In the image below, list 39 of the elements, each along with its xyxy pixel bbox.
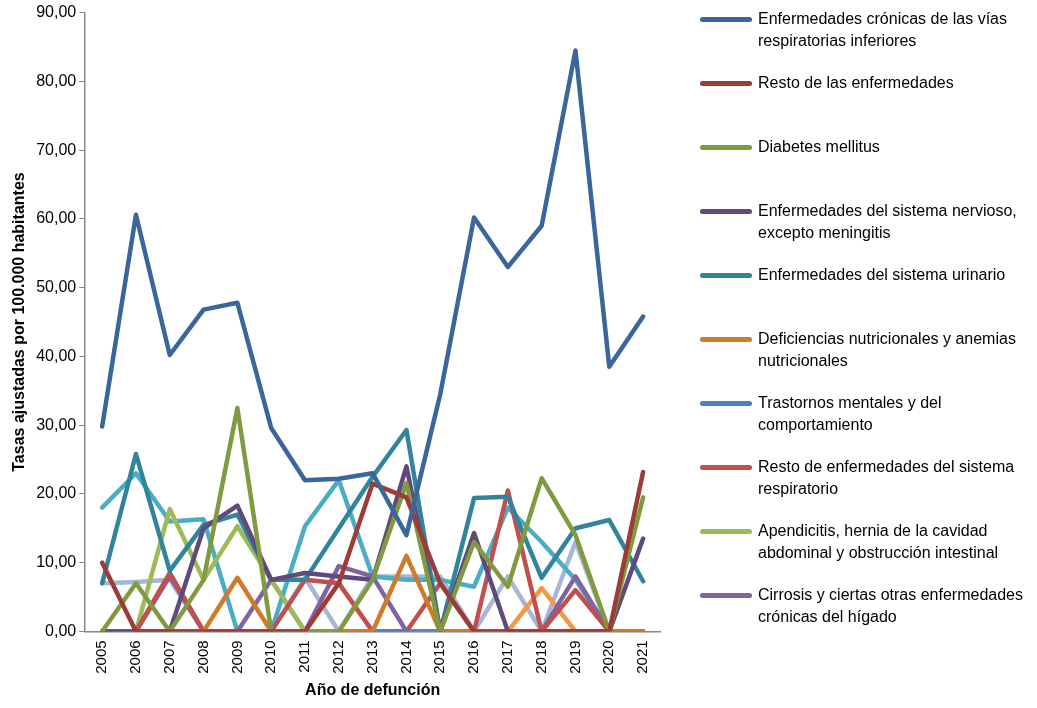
legend-label: Enfermedades del sistema urinario	[758, 265, 1006, 285]
y-tick-label: 40,00	[36, 346, 77, 364]
legend-label: Enfermedades crónicas de las vías respiratorias inferiores	[758, 9, 1008, 51]
y-tick-label: 70,00	[36, 140, 77, 158]
y-axis-title: Tasas ajustadas por 100.000 habitantes	[10, 172, 28, 472]
legend-label: Apendicitis, hernia de la cavidad abdominal y obstrucción intestinal	[758, 521, 1000, 563]
x-tick-label: 2014	[396, 640, 414, 674]
x-tick-label: 2009	[227, 640, 245, 674]
y-tick-label: 90,00	[36, 3, 77, 21]
y-tick-label: 20,00	[36, 484, 77, 502]
x-tick-label: 2017	[498, 640, 515, 674]
legend-label: Enfermedades del sistema nervioso, excepto meningitis	[758, 201, 1018, 243]
legend-label: Resto de enfermedades del sistema respiratorio	[758, 457, 1016, 499]
y-tick-label: 30,00	[36, 415, 77, 433]
x-tick-label: 2018	[531, 640, 549, 674]
x-tick-label: 2010	[261, 640, 279, 674]
legend-label: Trastornos mentales y del comportamiento	[758, 393, 943, 435]
x-tick-label: 2019	[565, 640, 583, 674]
x-tick-label: 2015	[430, 640, 448, 674]
legend-label: Deficiencias nutricionales y anemias nutricionales	[758, 329, 1017, 371]
x-tick-label: 2011	[295, 640, 313, 673]
x-tick-label: 2012	[328, 640, 346, 674]
x-tick-label: 2016	[464, 640, 482, 674]
x-axis-title: Año de defunción	[305, 680, 441, 698]
x-tick-label: 2006	[126, 640, 144, 674]
x-tick-label: 2013	[362, 640, 380, 674]
x-tick-label: 2005	[92, 640, 110, 674]
y-tick-label: 50,00	[36, 278, 77, 296]
x-tick-label: 2007	[159, 640, 177, 674]
y-tick-label: 80,00	[36, 71, 77, 89]
y-tick-label: 0,00	[45, 621, 77, 639]
x-tick-label: 2021	[633, 640, 651, 674]
legend-label: Resto de las enfermedades	[758, 73, 954, 93]
x-tick-label: 2020	[599, 640, 617, 674]
x-tick-label: 2008	[193, 640, 211, 674]
legend-label: Diabetes mellitus	[758, 137, 880, 157]
y-tick-label: 10,00	[36, 553, 77, 571]
y-tick-label: 60,00	[36, 209, 77, 227]
legend-label: Cirrosis y ciertas otras enfermedades crónicas del hígado	[758, 585, 1024, 627]
